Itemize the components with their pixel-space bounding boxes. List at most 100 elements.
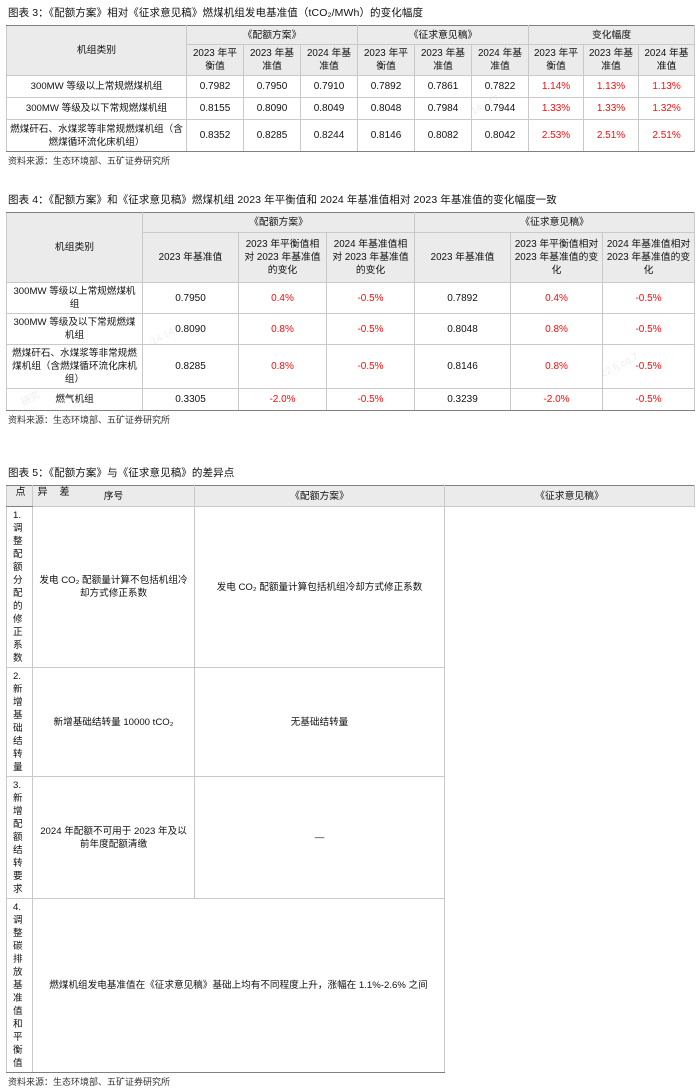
figure5-row0-a: 发电 CO₂ 配额量计算不包括机组冷却方式修正系数 bbox=[32, 506, 195, 668]
figure3-group-header-1: 《征求意见稿》 bbox=[357, 25, 530, 45]
figure4-row0-base-b: 0.7892 bbox=[414, 282, 512, 314]
figure3-row1-chg1: 1.33% bbox=[583, 97, 640, 120]
figure4-subcol-0: 2023 年基准值 bbox=[142, 232, 239, 283]
figure4-row2-chg-b2: -0.5% bbox=[602, 344, 696, 389]
figure3-row1-val1: 0.8090 bbox=[243, 97, 301, 120]
figure5-row3-index: 4. 调整碳排放基准值和平衡值 bbox=[6, 898, 33, 1073]
table-row: 3. 新增配额结转要求 2024 年配额不可用于 2023 年及以前年度配额清缴… bbox=[6, 776, 695, 899]
figure3-row0-chg1: 1.13% bbox=[583, 75, 640, 98]
figure4-row3-chg-b1: -2.0% bbox=[510, 388, 604, 411]
figure4-category-header: 机组类别 bbox=[6, 212, 143, 283]
figure3-row1-val0: 0.8155 bbox=[186, 97, 244, 120]
figure3-row0-val3: 0.7892 bbox=[357, 75, 416, 98]
figure3-row2-val4: 0.8082 bbox=[414, 119, 473, 152]
table-row: 燃煤矸石、水煤浆等非常规燃煤机组（含燃煤循环流化床机组） 0.8352 0.82… bbox=[6, 119, 696, 152]
figure3-table-head: 机组类别 《配额方案》 《征求意见稿》 变化幅度 2023 年平衡值 2023 … bbox=[6, 25, 696, 76]
figure4-row3-base-a: 0.3305 bbox=[142, 388, 239, 411]
figure3-row0-val1: 0.7950 bbox=[243, 75, 301, 98]
figure4-subcol-2: 2024 年基准值相对 2023 年基准值的变化 bbox=[325, 232, 416, 283]
figure5-source: 资料来源：生态环境部、五矿证券研究所 bbox=[8, 1077, 171, 1087]
figure4-table-body: 300MW 等级以上常规燃煤机组 0.7950 0.4% -0.5% 0.789… bbox=[6, 282, 696, 411]
figure4-row2-category: 燃煤矸石、水煤浆等非常规燃煤机组（含燃煤循环流化床机组） bbox=[6, 344, 143, 389]
figure4-row2-chg-a1: 0.8% bbox=[238, 344, 327, 389]
table-row: 1. 调整配额分配的修正系数 发电 CO₂ 配额量计算不包括机组冷却方式修正系数… bbox=[6, 506, 695, 668]
figure5-table: 差异点 序号 《配额方案》 《征求意见稿》 1. 调整配额分配的修正系数 发电 … bbox=[6, 485, 695, 1073]
figure3-subcol-3: 2023 年平衡值 bbox=[357, 44, 416, 76]
figure5-table-head: 差异点 序号 《配额方案》 《征求意见稿》 bbox=[6, 485, 695, 507]
figure4-row1-chg-a2: -0.5% bbox=[325, 313, 416, 345]
figure3-table-body: 300MW 等级以上常规燃煤机组 0.7982 0.7950 0.7910 0.… bbox=[6, 75, 696, 152]
figure3-row1-category: 300MW 等级及以下常规燃煤机组 bbox=[6, 97, 187, 120]
table-row: 4. 调整碳排放基准值和平衡值 燃煤机组发电基准值在《征求意见稿》基础上均有不同… bbox=[6, 898, 695, 1073]
table-row: 燃煤矸石、水煤浆等非常规燃煤机组（含燃煤循环流化床机组） 0.8285 0.8%… bbox=[6, 344, 696, 389]
figure4-row0-base-a: 0.7950 bbox=[142, 282, 239, 314]
figure3-subcol-4: 2023 年基准值 bbox=[414, 44, 473, 76]
figure3-row0-chg0: 1.14% bbox=[528, 75, 585, 98]
figure5-side-label: 差异点 bbox=[6, 485, 68, 507]
figure4-subcol-4: 2023 年平衡值相对 2023 年基准值的变化 bbox=[510, 232, 604, 283]
figure4-row3-category: 燃气机组 bbox=[6, 388, 143, 411]
figure3-row0-val5: 0.7822 bbox=[471, 75, 530, 98]
figure5-row2-index: 3. 新增配额结转要求 bbox=[6, 776, 33, 899]
figure4-row0-chg-a2: -0.5% bbox=[325, 282, 416, 314]
figure5-row0-b: 发电 CO₂ 配额量计算包括机组冷却方式修正系数 bbox=[194, 506, 445, 668]
figure4-row2-chg-a2: -0.5% bbox=[325, 344, 416, 389]
table-row: 300MW 等级以上常规燃煤机组 0.7982 0.7950 0.7910 0.… bbox=[6, 75, 696, 98]
figure4-row3-chg-b2: -0.5% bbox=[602, 388, 696, 411]
figure3-row2-val3: 0.8146 bbox=[357, 119, 416, 152]
figure4-subcol-5: 2024 年基准值相对 2023 年基准值的变化 bbox=[602, 232, 696, 283]
figure3-subcol-1: 2023 年基准值 bbox=[243, 44, 301, 76]
table-row: 2. 新增基础结转量 新增基础结转量 10000 tCO₂ 无基础结转量 bbox=[6, 667, 695, 777]
section-spacer bbox=[6, 167, 694, 193]
figure3-row1-val5: 0.7944 bbox=[471, 97, 530, 120]
figure3-row0-category: 300MW 等级以上常规燃煤机组 bbox=[6, 75, 187, 98]
figure3-group-header-2: 变化幅度 bbox=[528, 25, 696, 45]
section-spacer bbox=[6, 426, 694, 466]
table-header-row-subcols: 2023 年平衡值 2023 年基准值 2024 年基准值 2023 年平衡值 … bbox=[7, 44, 696, 76]
figure3-row2-chg0: 2.53% bbox=[528, 119, 585, 152]
figure3-row2-val2: 0.8244 bbox=[299, 119, 359, 152]
figure3-subcol-8: 2024 年基准值 bbox=[638, 44, 696, 76]
table-row: 燃气机组 0.3305 -2.0% -0.5% 0.3239 -2.0% -0.… bbox=[6, 388, 696, 411]
figure4-subcol-3: 2023 年基准值 bbox=[414, 232, 512, 283]
table-header-row-groups: 机组类别 《配额方案》 《征求意见稿》 变化幅度 bbox=[6, 25, 696, 76]
figure3-row0-val2: 0.7910 bbox=[299, 75, 359, 98]
figure4-table: 机组类别 《配额方案》 《征求意见稿》 2023 年基准值 2023 年平衡值相… bbox=[6, 212, 696, 411]
figure4-row1-chg-b2: -0.5% bbox=[602, 313, 696, 345]
figure3-row0-chg2: 1.13% bbox=[638, 75, 696, 98]
figure3-row0-val4: 0.7861 bbox=[414, 75, 473, 98]
figure3-group-header-0: 《配额方案》 bbox=[185, 25, 359, 45]
figure4-row1-category: 300MW 等级及以下常规燃煤机组 bbox=[6, 313, 143, 345]
table-row: 300MW 等级及以下常规燃煤机组 0.8090 0.8% -0.5% 0.80… bbox=[6, 313, 696, 345]
figure5-caption: 图表 5：《配额方案》与《征求意见稿》的差异点 bbox=[8, 467, 235, 479]
figure3-subcol-7: 2023 年基准值 bbox=[583, 44, 640, 76]
figure3-subcol-6: 2023 年平衡值 bbox=[528, 44, 585, 76]
figure3-row2-category: 燃煤矸石、水煤浆等非常规燃煤机组（含燃煤循环流化床机组） bbox=[6, 119, 187, 152]
table-header-row-subcols: 2023 年基准值 2023 年平衡值相对 2023 年基准值的变化 2024 … bbox=[7, 232, 696, 283]
figure4-row0-chg-b1: 0.4% bbox=[510, 282, 604, 314]
figure4-group-header-0: 《配额方案》 bbox=[141, 212, 416, 233]
figure4-row1-chg-a1: 0.8% bbox=[238, 313, 327, 345]
figure3-source: 资料来源：生态环境部、五矿证券研究所 bbox=[8, 156, 171, 166]
figure5-row1-b: 无基础结转量 bbox=[194, 667, 445, 777]
figure5-row3-a: 燃煤机组发电基准值在《征求意见稿》基础上均有不同程度上升，涨幅在 1.1%-2.… bbox=[32, 898, 445, 1073]
figure3-subcol-0: 2023 年平衡值 bbox=[186, 44, 244, 76]
figure3-row2-chg2: 2.51% bbox=[638, 119, 696, 152]
figure4-row1-base-b: 0.8048 bbox=[414, 313, 512, 345]
figure3-row1-val4: 0.7984 bbox=[414, 97, 473, 120]
figure4-source: 资料来源：生态环境部、五矿证券研究所 bbox=[8, 415, 171, 425]
table-row: 300MW 等级及以下常规燃煤机组 0.8155 0.8090 0.8049 0… bbox=[6, 97, 696, 120]
figure4-row0-chg-a1: 0.4% bbox=[238, 282, 327, 314]
figure3-subcol-5: 2024 年基准值 bbox=[471, 44, 530, 76]
figure4-row2-base-a: 0.8285 bbox=[142, 344, 239, 389]
figure3-category-header: 机组类别 bbox=[6, 25, 187, 76]
figure3-row1-chg0: 1.33% bbox=[528, 97, 585, 120]
table-row: 300MW 等级以上常规燃煤机组 0.7950 0.4% -0.5% 0.789… bbox=[6, 282, 696, 314]
figure4-group-header-1: 《征求意见稿》 bbox=[414, 212, 696, 233]
figure3-table: 机组类别 《配额方案》 《征求意见稿》 变化幅度 2023 年平衡值 2023 … bbox=[6, 25, 696, 152]
figure5-row2-b: — bbox=[194, 776, 445, 899]
figure4-row2-chg-b1: 0.8% bbox=[510, 344, 604, 389]
figure5-row2-a: 2024 年配额不可用于 2023 年及以前年度配额清缴 bbox=[32, 776, 195, 899]
figure5-col-a-header: 《配额方案》 bbox=[194, 485, 445, 507]
